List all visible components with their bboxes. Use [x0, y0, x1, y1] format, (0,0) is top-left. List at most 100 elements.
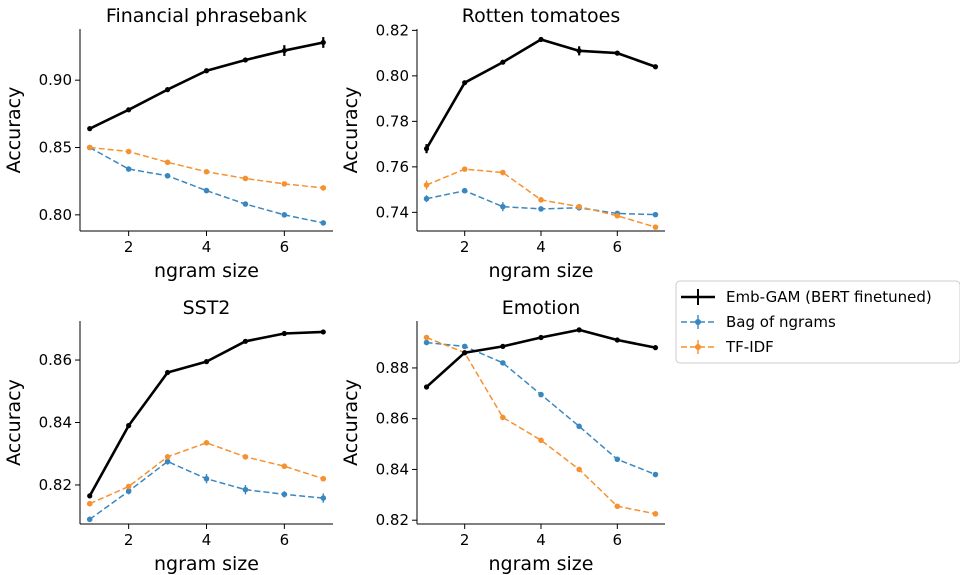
series-line-emb-gam [88, 330, 324, 497]
data-point [125, 488, 132, 495]
data-point [203, 475, 210, 482]
data-point [652, 471, 659, 478]
data-point [462, 350, 468, 356]
series-tf-idf [423, 334, 659, 517]
data-point [500, 360, 506, 366]
data-point [242, 175, 249, 182]
data-point [164, 369, 171, 376]
data-point [86, 516, 93, 523]
data-point [538, 36, 544, 43]
data-point [203, 359, 210, 365]
x-tick-label: 4 [536, 531, 546, 549]
series-emb-gam [87, 329, 326, 499]
x-tick-label: 6 [280, 531, 290, 549]
y-tick-label: 0.86 [39, 351, 72, 369]
data-point [320, 185, 327, 191]
x-tick-label: 6 [280, 238, 290, 256]
data-point [423, 339, 430, 346]
x-axis-label: ngram size [489, 260, 594, 282]
y-axis-label: Accuracy [3, 87, 25, 174]
series-line-bag-of-ngrams [89, 460, 324, 520]
data-point [86, 144, 93, 151]
y-axis-label: Accuracy [340, 379, 362, 466]
data-point [500, 203, 506, 210]
data-point [126, 423, 132, 429]
series-line-bag-of-ngrams [89, 146, 324, 224]
legend-entry-tf-idf: TF-IDF [681, 338, 774, 356]
y-tick-label: 0.80 [39, 206, 72, 224]
data-point [614, 337, 620, 343]
panel-title: Rotten tomatoes [462, 5, 621, 27]
legend-label-tf-idf: TF-IDF [725, 338, 774, 356]
data-point [164, 87, 171, 93]
x-axis-label: ngram size [154, 553, 259, 575]
series-line-emb-gam [89, 41, 324, 130]
y-tick-label: 0.88 [376, 359, 409, 377]
panel-title: Financial phrasebank [106, 5, 307, 27]
y-tick-label: 0.80 [376, 67, 409, 85]
data-point [320, 495, 327, 501]
data-point [281, 330, 287, 337]
y-tick-label: 0.82 [376, 511, 409, 529]
data-point [614, 212, 621, 219]
data-point [242, 338, 249, 344]
data-point [576, 466, 582, 473]
legend-label-bag-of-ngrams: Bag of ngrams [726, 313, 836, 331]
y-tick-label: 0.82 [376, 21, 409, 39]
data-point [652, 211, 659, 218]
data-point [652, 224, 659, 230]
data-point [461, 166, 468, 172]
x-tick-label: 2 [124, 238, 134, 256]
y-tick-label: 0.82 [39, 476, 72, 494]
data-point [87, 126, 93, 132]
data-point [242, 201, 249, 207]
data-point [500, 343, 506, 349]
series-emb-gam [423, 327, 659, 390]
data-point [614, 503, 621, 510]
data-point [320, 220, 327, 226]
series-tf-idf [86, 144, 327, 191]
series-bag-of-ngrams [86, 144, 327, 226]
data-point [538, 334, 544, 341]
data-point [423, 384, 430, 390]
data-point [500, 169, 506, 176]
data-point [423, 334, 430, 341]
data-point [281, 47, 287, 54]
data-point [203, 440, 210, 446]
data-point [164, 458, 171, 465]
legend: Emb-GAM (BERT finetuned) Bag of ngrams T… [675, 280, 960, 364]
panel-emotion: 2 4 6 0.82 0.84 0.86 0.88 Emotion ngram size Accu… [340, 297, 665, 575]
y-tick-label: 0.86 [376, 410, 409, 428]
panel-title: Emotion [502, 297, 581, 319]
data-point [125, 166, 132, 172]
data-point [203, 68, 210, 74]
series-bag-of-ngrams [86, 458, 327, 523]
y-tick-label: 0.84 [376, 460, 409, 478]
series-line-emb-gam [425, 38, 656, 150]
data-point [320, 475, 327, 482]
x-tick-label: 2 [460, 238, 470, 256]
data-point [423, 146, 430, 152]
data-point [500, 59, 506, 65]
data-point [320, 329, 326, 335]
y-tick-label: 0.90 [39, 71, 72, 89]
panel-financial-phrasebank: 2 4 6 0.80 0.85 0.90 Financial phrasebank ngram… [3, 5, 333, 282]
data-point [86, 500, 93, 507]
data-point [538, 391, 544, 398]
y-tick-label: 0.76 [376, 158, 409, 176]
data-point [538, 206, 544, 212]
x-tick-label: 2 [460, 531, 470, 549]
data-point [461, 187, 468, 194]
y-axis-label: Accuracy [3, 379, 25, 466]
x-tick-label: 4 [202, 531, 212, 549]
data-point [242, 454, 249, 460]
data-point [281, 212, 288, 218]
data-point [126, 107, 132, 113]
data-point [87, 493, 93, 499]
series-line-bag-of-ngrams [426, 341, 656, 476]
series-bag-of-ngrams [423, 187, 659, 218]
data-point [462, 80, 468, 86]
data-point [500, 414, 506, 421]
data-point [242, 57, 249, 63]
